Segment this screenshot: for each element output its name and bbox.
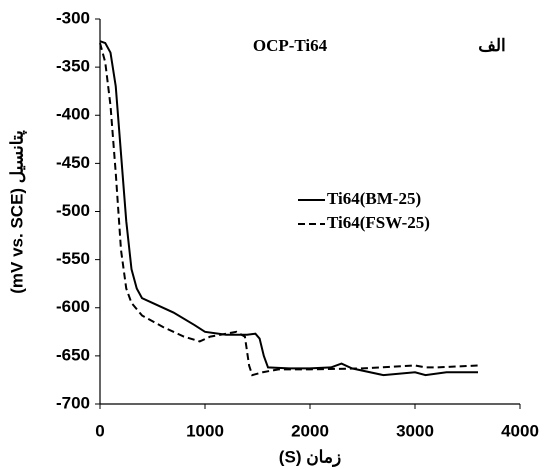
- x-tick-label: 4000: [501, 421, 539, 440]
- y-tick-label: -400: [56, 105, 90, 124]
- x-axis-label: زمان (S): [279, 447, 341, 467]
- y-tick-label: -300: [56, 8, 90, 27]
- series-line: [99, 42, 479, 377]
- y-tick-label: -350: [56, 57, 90, 76]
- y-tick-label: -450: [56, 153, 90, 172]
- y-tick-label: -600: [56, 297, 90, 316]
- x-tick-label: 2000: [291, 421, 329, 440]
- x-tick-label: 3000: [396, 421, 434, 440]
- annotation: الف: [478, 36, 506, 55]
- x-tick-label: 0: [95, 421, 104, 440]
- y-tick-label: -550: [56, 249, 90, 268]
- y-tick-label: -700: [56, 393, 90, 412]
- chart-title: OCP-Ti64: [253, 36, 328, 55]
- series-line: [99, 40, 478, 377]
- legend-label: Ti64(FSW-25): [327, 213, 430, 232]
- y-axis-label: پتانسیل (mV vs. SCE): [7, 130, 27, 294]
- x-tick-label: 1000: [186, 421, 224, 440]
- legend-label: Ti64(BM-25): [327, 189, 421, 208]
- y-tick-label: -650: [56, 345, 90, 364]
- y-tick-label: -500: [56, 201, 90, 220]
